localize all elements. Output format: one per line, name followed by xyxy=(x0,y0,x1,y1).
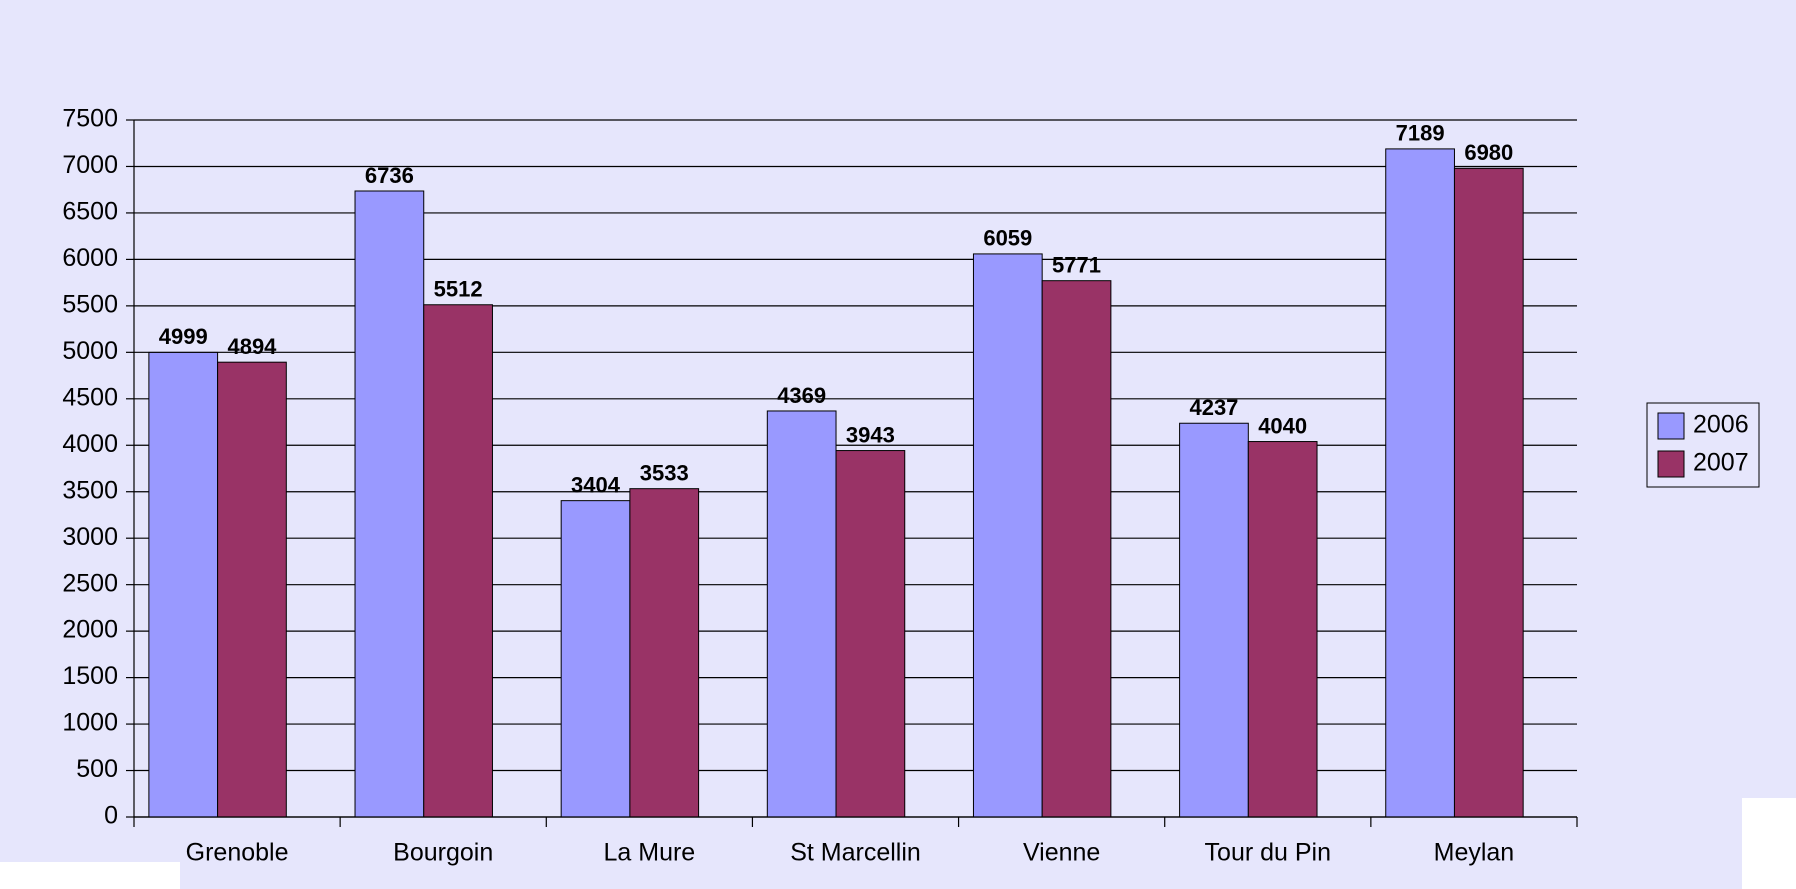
bar xyxy=(1179,422,1249,818)
value-label: 6736 xyxy=(365,163,414,188)
value-label: 3533 xyxy=(640,460,689,485)
bar xyxy=(148,351,219,818)
y-tick-label: 3500 xyxy=(62,476,118,504)
value-label: 4999 xyxy=(159,324,208,349)
bar xyxy=(354,190,425,818)
value-label: 5771 xyxy=(1052,252,1101,277)
x-tick-label: Meylan xyxy=(1434,839,1515,867)
x-tick-label: La Mure xyxy=(603,839,695,867)
x-tick-label: St Marcellin xyxy=(790,839,921,867)
legend-swatch xyxy=(1657,450,1685,478)
y-tick-label: 6000 xyxy=(62,244,118,272)
logo-area xyxy=(0,862,180,889)
x-tick-label: Grenoble xyxy=(186,839,289,867)
value-label: 7189 xyxy=(1396,121,1445,146)
bar xyxy=(560,500,631,818)
y-tick-label: 1500 xyxy=(62,662,118,690)
bar xyxy=(766,410,837,818)
y-tick-label: 5500 xyxy=(62,290,118,318)
y-tick-label: 5000 xyxy=(62,337,118,365)
y-tick-label: 3000 xyxy=(62,523,118,551)
value-label: 6980 xyxy=(1464,140,1513,165)
bar xyxy=(423,304,493,818)
value-label: 3404 xyxy=(571,472,621,497)
value-label: 4369 xyxy=(777,383,826,408)
x-tick-label: Tour du Pin xyxy=(1205,839,1331,867)
value-label: 4040 xyxy=(1258,413,1307,438)
legend-swatch xyxy=(1657,412,1685,440)
legend-label: 2006 xyxy=(1693,411,1749,439)
y-tick-label: 2500 xyxy=(62,569,118,597)
bar xyxy=(629,488,700,818)
y-tick-label: 7500 xyxy=(62,105,118,133)
bar xyxy=(217,361,287,818)
y-tick-label: 1000 xyxy=(62,709,118,737)
bar xyxy=(972,253,1043,818)
y-tick-label: 4000 xyxy=(62,430,118,458)
image-area xyxy=(1742,798,1796,889)
y-tick-label: 2000 xyxy=(62,616,118,644)
bar xyxy=(1041,280,1112,818)
x-tick-label: Vienne xyxy=(1023,839,1100,867)
y-tick-label: 0 xyxy=(104,802,118,830)
bar xyxy=(1385,148,1455,818)
value-label: 4894 xyxy=(227,334,277,359)
x-tick-label: Bourgoin xyxy=(393,839,493,867)
bar xyxy=(835,450,906,818)
bar xyxy=(1247,441,1318,818)
y-tick-label: 500 xyxy=(76,755,118,783)
y-tick-label: 4500 xyxy=(62,383,118,411)
value-label: 3943 xyxy=(846,422,895,447)
value-label: 6059 xyxy=(983,226,1032,251)
value-label: 4237 xyxy=(1189,395,1238,420)
value-label: 5512 xyxy=(434,277,483,302)
y-tick-label: 7000 xyxy=(62,151,118,179)
bar xyxy=(1453,167,1524,818)
legend-label: 2007 xyxy=(1693,449,1749,477)
y-tick-label: 6500 xyxy=(62,198,118,226)
